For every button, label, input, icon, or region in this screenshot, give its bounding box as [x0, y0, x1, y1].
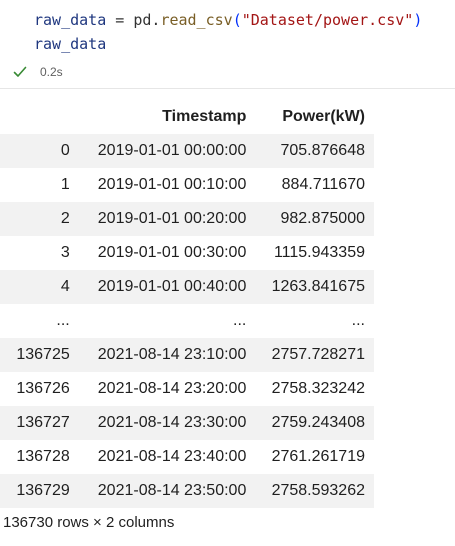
row-index-cell: 136725	[16, 346, 70, 363]
timestamp-cell: 2021-08-14 23:40:00	[97, 448, 247, 465]
power-cell: 2758.593262	[271, 482, 365, 499]
power-cell: 982.875000	[280, 210, 365, 227]
code-line-2[interactable]: raw_data	[34, 35, 106, 53]
timestamp-cell: 2019-01-01 00:40:00	[97, 278, 247, 295]
power-cell: 2759.243408	[271, 414, 365, 431]
row-index-cell: 0	[60, 142, 70, 159]
column-header-index	[0, 100, 71, 134]
code-line-1[interactable]: raw_data = pd.read_csv("Dataset/power.cs…	[34, 11, 422, 29]
code-token-close-paren: )	[413, 11, 423, 29]
power-cell: 884.711670	[281, 176, 365, 193]
power-cell: 1115.943359	[273, 244, 365, 261]
row-index-cell: 136729	[16, 482, 70, 499]
dataframe-shape: 136730 rows × 2 columns	[3, 514, 175, 531]
code-token-module: pd.	[133, 11, 161, 29]
cell-output: Timestamp Power(kW) 0 2019-01-01 00:00:00…	[0, 100, 455, 508]
power-cell: 1263.841675	[271, 278, 365, 295]
row-index-cell: 2	[60, 210, 70, 227]
table-row: 136729 2021-08-14 23:50:00 2758.593262	[0, 474, 374, 508]
column-header-timestamp: Timestamp	[162, 108, 247, 125]
table-row: 136726 2021-08-14 23:20:00 2758.323242	[0, 372, 374, 406]
timestamp-cell: 2021-08-14 23:20:00	[97, 380, 247, 397]
code-token-string: "Dataset/power.csv"	[241, 11, 414, 29]
table-row: 3 2019-01-01 00:30:00 1115.943359	[0, 236, 374, 270]
timestamp-cell: 2019-01-01 00:20:00	[97, 210, 247, 227]
table-row: 4 2019-01-01 00:40:00 1263.841675	[0, 270, 374, 304]
table-row: 0 2019-01-01 00:00:00 705.876648	[0, 134, 374, 168]
table-row: 2 2019-01-01 00:20:00 982.875000	[0, 202, 374, 236]
timestamp-cell: 2021-08-14 23:50:00	[97, 482, 247, 499]
power-cell: ...	[351, 312, 365, 329]
code-token-variable: raw_data	[34, 11, 107, 29]
cell-divider	[0, 88, 455, 89]
row-index-cell: 136726	[16, 380, 70, 397]
timestamp-cell: 2021-08-14 23:10:00	[97, 346, 247, 363]
table-header-row: Timestamp Power(kW)	[0, 100, 374, 134]
row-index-cell: 136728	[16, 448, 70, 465]
power-cell: 2757.728271	[271, 346, 365, 363]
dataframe-table: Timestamp Power(kW) 0 2019-01-01 00:00:00…	[0, 100, 374, 508]
row-index-cell: 136727	[16, 414, 70, 431]
power-cell: 2758.323242	[271, 380, 365, 397]
table-row: .........	[0, 304, 374, 338]
table-row: 136727 2021-08-14 23:30:00 2759.243408	[0, 406, 374, 440]
code-token-assign: =	[106, 11, 134, 29]
code-token-variable: raw_data	[34, 35, 107, 53]
execution-time: 0.2s	[40, 65, 63, 79]
column-header-power: Power(kW)	[282, 108, 365, 125]
code-cell[interactable]: raw_data = pd.read_csv("Dataset/power.cs…	[0, 0, 455, 89]
code-token-function: read_csv	[160, 11, 233, 29]
code-token-open-paren: (	[232, 11, 242, 29]
timestamp-cell: 2019-01-01 00:00:00	[97, 142, 247, 159]
timestamp-cell: 2021-08-14 23:30:00	[97, 414, 247, 431]
timestamp-cell: 2019-01-01 00:30:00	[97, 244, 247, 261]
power-cell: 2761.261719	[271, 448, 365, 465]
row-index-cell: 3	[60, 244, 70, 261]
row-index-cell: 4	[60, 278, 70, 295]
row-index-cell: 1	[60, 176, 70, 193]
row-index-cell: ...	[56, 312, 70, 329]
table-row: 1 2019-01-01 00:10:00 884.711670	[0, 168, 374, 202]
table-body: 0 2019-01-01 00:00:00 705.876648 1 2019-01-0…	[0, 134, 374, 508]
timestamp-cell: ...	[233, 312, 247, 329]
power-cell: 705.876648	[280, 142, 365, 159]
check-icon	[13, 66, 27, 77]
execution-status: 0.2s	[12, 63, 63, 81]
table-row: 136728 2021-08-14 23:40:00 2761.261719	[0, 440, 374, 474]
table-row: 136725 2021-08-14 23:10:00 2757.728271	[0, 338, 374, 372]
timestamp-cell: 2019-01-01 00:10:00	[97, 176, 247, 193]
